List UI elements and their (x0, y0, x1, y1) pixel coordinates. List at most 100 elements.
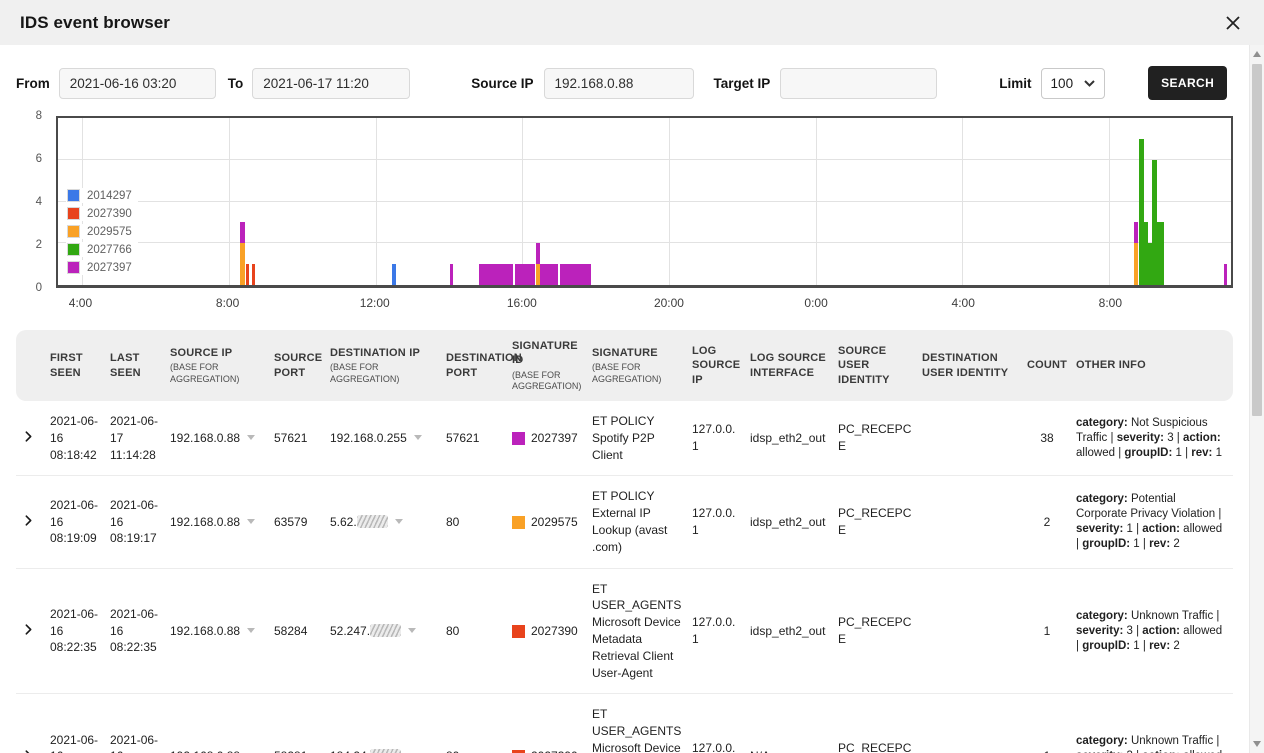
page-title: IDS event browser (20, 13, 170, 33)
destination-port-cell: 80 (446, 623, 512, 640)
column-header: SIGNATURE (BASE FOR AGGREGATION) (592, 346, 692, 385)
signature-id-cell: 2027397 (512, 430, 592, 447)
limit-label: Limit (999, 76, 1031, 91)
aggregation-dropdown-icon[interactable] (247, 435, 255, 440)
first-seen-cell: 2021-06-16 08:18:42 (50, 413, 110, 463)
first-seen-cell: 2021-06-16 08:22:35 (50, 606, 110, 656)
count-cell: 38 (1026, 430, 1076, 447)
scrollbar-thumb[interactable] (1252, 64, 1262, 416)
legend-color-swatch (67, 243, 80, 256)
vertical-gridline (1109, 118, 1110, 285)
source-port-cell: 63579 (274, 514, 330, 531)
first-seen-cell: 2021-06-16 08:31:51 (50, 732, 110, 753)
limit-selected-value: 100 (1051, 76, 1074, 91)
expand-row-chevron-icon[interactable] (20, 621, 37, 638)
dialog-body: From To Source IP Target IP Limit 100 SE… (0, 45, 1249, 753)
filter-bar: From To Source IP Target IP Limit 100 SE… (16, 66, 1233, 100)
source-ip-cell: 192.168.0.88 (170, 514, 274, 531)
table-body: 2021-06-16 08:18:42 2021-06-17 11:14:28 … (16, 401, 1233, 753)
chart-bar-segment[interactable] (246, 264, 250, 285)
expand-row-chevron-icon[interactable] (20, 512, 37, 529)
log-source-interface-cell: idsp_eth2_out (750, 514, 838, 531)
y-axis-tick-label: 4 (36, 196, 42, 208)
signature-id-cell: 2029575 (512, 514, 592, 531)
destination-port-cell: 80 (446, 748, 512, 753)
table-header: FIRST SEEN LAST SEEN SOURCE IP (BASE FOR… (16, 330, 1233, 401)
scrollbar-down-icon[interactable] (1253, 741, 1261, 747)
last-seen-cell: 2021-06-16 08:19:17 (110, 497, 170, 547)
column-header: SOURCE USER IDENTITY (838, 344, 922, 387)
other-info-cell: category: Potential Corporate Privacy Vi… (1076, 492, 1233, 552)
signature-color-swatch (512, 432, 525, 445)
log-source-interface-cell: idsp_eth2_out (750, 430, 838, 447)
log-source-ip-cell: 127.0.0.1 (692, 614, 750, 648)
chart-bar-segment[interactable] (1157, 222, 1164, 285)
signature-cell: ET USER_AGENTS Microsoft Device Metadata… (592, 581, 692, 682)
expand-row-chevron-icon[interactable] (20, 428, 37, 445)
column-header: FIRST SEEN (50, 351, 110, 380)
source-ip-input[interactable] (544, 68, 694, 99)
chart-bar-segment[interactable] (240, 243, 245, 285)
chart-bar-segment[interactable] (560, 264, 590, 285)
legend-label: 2029575 (87, 226, 132, 238)
chart-bar-segment[interactable] (479, 264, 513, 285)
last-seen-cell: 2021-06-17 11:14:28 (110, 413, 170, 463)
y-axis-tick-label: 0 (36, 282, 42, 294)
count-cell: 1 (1026, 623, 1076, 640)
chart-bar-segment[interactable] (515, 264, 535, 285)
expand-row-chevron-icon[interactable] (20, 747, 37, 753)
log-source-interface-cell: N/A (750, 748, 838, 753)
chart-bar-segment[interactable] (240, 222, 245, 243)
aggregation-dropdown-icon[interactable] (395, 519, 403, 524)
chart-bar-segment[interactable] (1134, 243, 1139, 285)
source-port-cell: 58281 (274, 748, 330, 753)
vertical-scrollbar[interactable] (1249, 45, 1264, 753)
legend-color-swatch (67, 189, 80, 202)
chart-plot: 2014297 2027390 2029575 2027766 2027397 (56, 116, 1233, 288)
last-seen-cell: 2021-06-16 08:22:35 (110, 606, 170, 656)
destination-ip-cell: 184.24. (330, 748, 446, 753)
log-source-ip-cell: 127.0.0.1 (692, 740, 750, 753)
search-button[interactable]: SEARCH (1148, 66, 1227, 100)
limit-select[interactable]: 100 (1041, 68, 1106, 99)
column-header: SOURCE IP (BASE FOR AGGREGATION) (170, 346, 274, 385)
scrollbar-up-icon[interactable] (1253, 51, 1261, 57)
vertical-gridline (816, 118, 817, 285)
chart-bar-segment[interactable] (1224, 264, 1228, 285)
first-seen-cell: 2021-06-16 08:19:09 (50, 497, 110, 547)
from-label: From (16, 76, 50, 91)
chart-bar-segment[interactable] (536, 243, 540, 264)
source-port-cell: 57621 (274, 430, 330, 447)
horizontal-gridline (58, 201, 1231, 202)
aggregation-dropdown-icon[interactable] (247, 519, 255, 524)
target-ip-input[interactable] (780, 68, 937, 99)
aggregation-dropdown-icon[interactable] (414, 435, 422, 440)
target-ip-label: Target IP (714, 76, 771, 91)
events-chart: 02468 2014297 2027390 2029575 2027766 20… (16, 116, 1233, 318)
chart-bar-segment[interactable] (540, 264, 559, 285)
source-ip-cell: 192.168.0.88 (170, 430, 274, 447)
y-axis-tick-label: 2 (36, 239, 42, 251)
signature-id-cell: 2027390 (512, 748, 592, 753)
column-header: LOG SOURCE IP (692, 344, 750, 387)
aggregation-dropdown-icon[interactable] (247, 628, 255, 633)
vertical-gridline (522, 118, 523, 285)
count-cell: 1 (1026, 748, 1076, 753)
redacted-ip (370, 749, 401, 753)
signature-color-swatch (512, 625, 525, 638)
aggregation-dropdown-icon[interactable] (408, 628, 416, 633)
chart-bar-segment[interactable] (1134, 222, 1139, 243)
chart-bar-segment[interactable] (252, 264, 256, 285)
chart-bar-segment[interactable] (392, 264, 396, 285)
legend-label: 2027390 (87, 208, 132, 220)
close-icon[interactable] (1220, 10, 1246, 36)
legend-label: 2027397 (87, 262, 132, 274)
y-axis: 02468 (16, 116, 50, 288)
legend-item: 2029575 (66, 224, 138, 239)
table-row: 2021-06-16 08:18:42 2021-06-17 11:14:28 … (16, 401, 1233, 476)
chart-bar-segment[interactable] (450, 264, 454, 285)
vertical-gridline (669, 118, 670, 285)
to-datetime-input[interactable] (252, 68, 410, 99)
horizontal-gridline (58, 242, 1231, 243)
from-datetime-input[interactable] (59, 68, 216, 99)
